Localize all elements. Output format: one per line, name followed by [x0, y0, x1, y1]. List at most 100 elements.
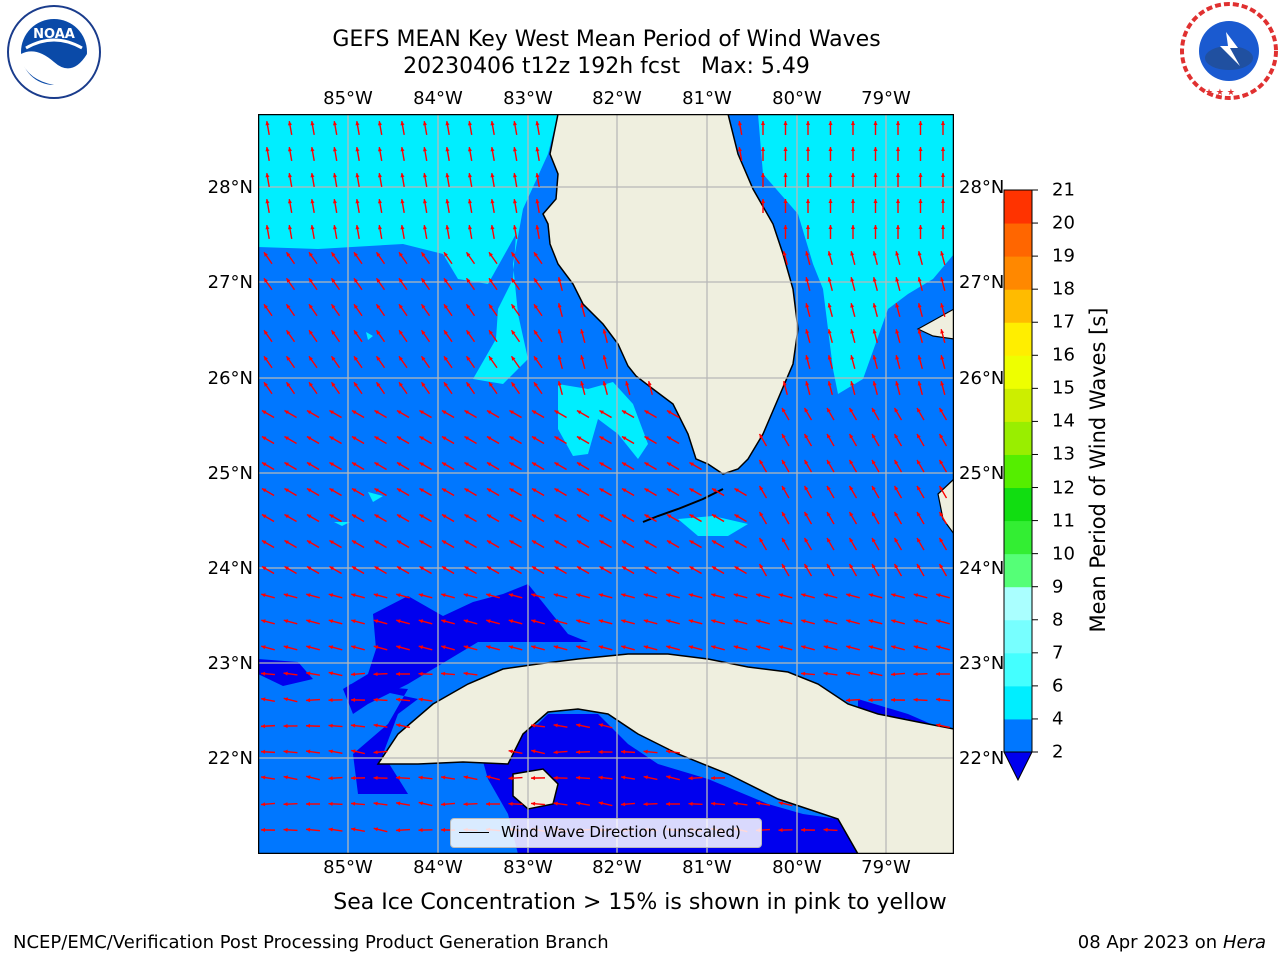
wind-wave-arrow-head	[553, 801, 558, 806]
wind-wave-arrow-head	[666, 410, 672, 415]
wind-wave-arrow-head	[602, 329, 607, 334]
wind-wave-arrow-head	[711, 488, 717, 493]
wind-wave-arrow-head	[306, 540, 312, 545]
wind-wave-arrow-head	[688, 801, 693, 806]
wind-wave-arrow-head	[849, 537, 854, 543]
wind-wave-arrow-head	[396, 645, 401, 650]
wind-wave-arrow-head	[621, 775, 626, 780]
svg-text:★ ★ ★: ★ ★ ★	[1205, 88, 1235, 98]
wind-wave-arrow-head	[918, 199, 923, 204]
wind-wave-arrow-head	[418, 775, 423, 780]
wind-wave-arrow-head	[263, 382, 268, 387]
lat-label-left: 25°N	[207, 463, 253, 484]
wind-wave-arrow-head	[464, 488, 469, 493]
wind-wave-arrow-head	[778, 593, 784, 598]
wind-wave-arrow-head	[376, 330, 381, 335]
wind-wave-arrow-head	[599, 514, 604, 519]
wind-wave-arrow-head	[849, 407, 854, 413]
wind-wave-arrow-head	[850, 147, 856, 152]
wind-wave-arrow-head	[827, 303, 832, 308]
wind-wave-arrow-head	[283, 775, 288, 780]
sea-ice-caption: Sea Ice Concentration > 15% is shown in …	[333, 890, 947, 915]
wind-wave-arrow-head	[396, 540, 402, 545]
colorbar-segment	[1004, 652, 1032, 687]
wind-wave-arrow-head	[463, 645, 469, 650]
wind-wave-arrow-head	[621, 593, 626, 598]
colorbar-segment	[1004, 685, 1032, 720]
wind-wave-arrow-head	[801, 645, 806, 650]
wind-wave-arrow-head	[306, 698, 311, 703]
wind-wave-arrow-head	[850, 251, 855, 256]
florida-land	[542, 114, 799, 475]
wind-wave-arrow-head	[850, 225, 856, 230]
wind-wave-arrow-head	[850, 277, 855, 282]
colorbar-tick-label: 4	[1052, 708, 1064, 730]
wind-wave-arrow-head	[441, 775, 446, 780]
wind-wave-arrow-head	[936, 619, 941, 624]
wind-wave-arrow-head	[894, 433, 899, 439]
wind-wave-arrow-head	[531, 593, 536, 598]
wind-wave-arrow-head	[422, 147, 427, 152]
wind-wave-arrow-head	[419, 436, 424, 441]
wind-wave-arrow-head	[441, 514, 447, 519]
wind-wave-arrow-head	[261, 645, 266, 650]
wind-wave-arrow-head	[828, 121, 833, 126]
wind-wave-arrow-head	[306, 436, 312, 441]
wind-wave-arrow-head	[782, 485, 786, 491]
wind-wave-arrow-head	[351, 436, 357, 441]
wind-wave-arrow-head	[805, 147, 811, 152]
legend: Wind Wave Direction (unscaled)	[450, 818, 762, 848]
wind-wave-arrow-head	[331, 278, 336, 283]
wind-wave-arrow-head	[443, 330, 448, 335]
wind-wave-arrow-head	[355, 173, 360, 178]
wind-wave-arrow-head	[445, 121, 450, 126]
wind-wave-arrow-head	[940, 303, 945, 308]
bahamas-land	[937, 478, 954, 536]
wind-wave-arrow-head	[689, 540, 694, 545]
lat-label-left: 22°N	[207, 748, 253, 769]
colorbar-segment	[1004, 586, 1032, 621]
wind-wave-arrow-head	[531, 801, 536, 806]
wind-wave-arrow-head	[421, 330, 426, 335]
wind-wave-arrow-head	[711, 566, 717, 571]
wind-wave-arrow-head	[917, 433, 921, 439]
wind-wave-arrow-head	[644, 566, 649, 571]
wind-wave-arrow-head	[576, 619, 581, 624]
wind-wave-arrow-head	[329, 462, 334, 467]
wind-wave-arrow-head	[827, 459, 831, 465]
wind-wave-arrow-head	[306, 566, 312, 571]
wind-wave-arrow-head	[306, 462, 312, 467]
wind-wave-arrow-head	[441, 488, 447, 493]
wind-wave-arrow-head	[849, 511, 854, 517]
wind-wave-arrow-head	[396, 828, 401, 833]
wind-wave-arrow-head	[533, 278, 538, 283]
wind-wave-arrow-head	[598, 801, 604, 806]
lon-label-top: 82°W	[592, 88, 642, 109]
wind-wave-arrow-head	[421, 382, 426, 387]
wind-wave-arrow-head	[894, 511, 899, 517]
wind-wave-arrow-head	[873, 147, 878, 152]
wind-wave-arrow-head	[621, 645, 626, 650]
wind-wave-arrow-head	[733, 645, 739, 650]
wind-wave-arrow-head	[512, 121, 517, 126]
colorbar-segment	[1004, 421, 1032, 455]
wind-wave-arrow-head	[828, 147, 833, 152]
wind-wave-arrow-head	[463, 775, 468, 780]
wind-wave-arrow-head	[805, 251, 810, 256]
wind-wave-arrow-head	[598, 645, 604, 650]
wind-wave-arrow-head	[759, 459, 764, 465]
wind-wave-arrow-head	[508, 776, 513, 781]
wind-wave-arrow-head	[396, 697, 401, 702]
wind-wave-arrow-head	[644, 436, 649, 441]
wind-wave-arrow-head	[463, 671, 468, 676]
wind-wave-arrow-head	[872, 511, 876, 517]
wind-wave-arrow-head	[621, 410, 627, 415]
wind-wave-arrow-head	[261, 488, 267, 493]
wind-wave-arrow-head	[895, 121, 901, 126]
wind-wave-arrow-head	[261, 410, 267, 415]
wind-wave-arrow-head	[828, 225, 833, 230]
wind-wave-arrow-head	[306, 801, 311, 807]
wind-wave-arrow-head	[553, 750, 558, 755]
wind-wave-arrow-head	[918, 225, 923, 230]
wind-wave-arrow-head	[917, 277, 922, 282]
